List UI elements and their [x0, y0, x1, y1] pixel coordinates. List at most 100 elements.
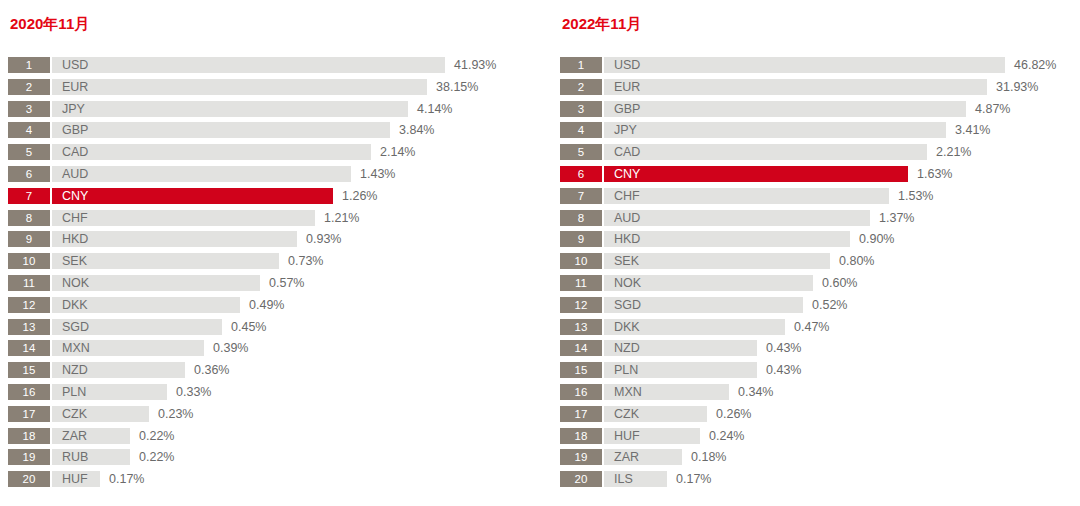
- bar: ZAR: [52, 428, 130, 444]
- bar-row-chf: 8CHF1.21%: [8, 210, 520, 226]
- currency-label: SEK: [52, 254, 87, 268]
- bar: HKD: [604, 231, 850, 247]
- value-label: 0.17%: [676, 472, 711, 486]
- bar-row-sgd: 13SGD0.45%: [8, 319, 520, 335]
- bar: JPY: [52, 101, 408, 117]
- currency-label: NOK: [52, 276, 89, 290]
- bar-row-pln: 15PLN0.43%: [560, 362, 1072, 378]
- bar: HUF: [52, 471, 100, 487]
- value-label: 46.82%: [1014, 58, 1056, 72]
- rank-badge: 14: [560, 340, 602, 356]
- currency-label: HUF: [604, 429, 640, 443]
- bar-row-eur: 2EUR31.93%: [560, 79, 1072, 95]
- bar: CHF: [604, 188, 889, 204]
- bar-row-sek: 10SEK0.73%: [8, 253, 520, 269]
- currency-label: JPY: [604, 123, 637, 137]
- currency-label: ZAR: [52, 429, 87, 443]
- value-label: 0.43%: [766, 363, 801, 377]
- bar-row-usd: 1USD41.93%: [8, 57, 520, 73]
- rank-badge: 8: [8, 210, 50, 226]
- currency-label: MXN: [52, 341, 90, 355]
- bar: CZK: [52, 406, 149, 422]
- value-label: 41.93%: [454, 58, 496, 72]
- bar: AUD: [604, 210, 870, 226]
- value-label: 0.90%: [859, 232, 894, 246]
- value-label: 2.14%: [380, 145, 415, 159]
- rank-badge: 6: [8, 166, 50, 182]
- bar: GBP: [604, 101, 966, 117]
- currency-label: MXN: [604, 385, 642, 399]
- bar: HKD: [52, 231, 297, 247]
- bar-row-aud: 8AUD1.37%: [560, 210, 1072, 226]
- bar: RUB: [52, 449, 130, 465]
- value-label: 0.26%: [716, 407, 751, 421]
- value-label: 0.80%: [839, 254, 874, 268]
- bar-row-nok: 11NOK0.60%: [560, 275, 1072, 291]
- bar-row-hkd: 9HKD0.93%: [8, 231, 520, 247]
- value-label: 0.45%: [231, 320, 266, 334]
- currency-label: HKD: [52, 232, 88, 246]
- currency-label: ILS: [604, 472, 633, 486]
- bar: PLN: [604, 362, 757, 378]
- bar: ILS: [604, 471, 667, 487]
- currency-label: USD: [604, 58, 640, 72]
- bar: CHF: [52, 210, 315, 226]
- value-label: 0.34%: [738, 385, 773, 399]
- rank-badge: 8: [560, 210, 602, 226]
- bar: DKK: [52, 297, 240, 313]
- currency-label: CZK: [52, 407, 87, 421]
- bar-row-pln: 16PLN 0.33%: [8, 384, 520, 400]
- bar-row-cad: 5CAD2.14%: [8, 144, 520, 160]
- bar: AUD: [52, 166, 351, 182]
- bar-row-zar: 19ZAR0.18%: [560, 449, 1072, 465]
- bar-row-czk: 17CZK0.26%: [560, 406, 1072, 422]
- rank-badge: 5: [560, 144, 602, 160]
- value-label: 0.49%: [249, 298, 284, 312]
- value-label: 0.93%: [306, 232, 341, 246]
- value-label: 0.52%: [812, 298, 847, 312]
- currency-label: EUR: [52, 80, 88, 94]
- bar-row-nok: 11NOK0.57%: [8, 275, 520, 291]
- rank-badge: 4: [8, 122, 50, 138]
- currency-label: HKD: [604, 232, 640, 246]
- bar: NZD: [604, 340, 757, 356]
- highlighted-bar: CNY: [604, 166, 908, 182]
- bar: SGD: [604, 297, 803, 313]
- currency-label: GBP: [52, 123, 88, 137]
- rank-badge: 20: [560, 471, 602, 487]
- currency-label: PLN: [52, 385, 86, 399]
- value-label: 0.24%: [709, 429, 744, 443]
- value-label: 1.53%: [898, 189, 933, 203]
- bar: CZK: [604, 406, 707, 422]
- rank-badge: 13: [8, 319, 50, 335]
- bar-row-jpy: 3JPY4.14%: [8, 101, 520, 117]
- currency-label: EUR: [604, 80, 640, 94]
- rank-badge: 16: [560, 384, 602, 400]
- rank-badge: 14: [8, 340, 50, 356]
- rank-badge: 11: [560, 275, 602, 291]
- value-label: 0.33%: [176, 385, 211, 399]
- rank-badge: 1: [560, 57, 602, 73]
- bar: MXN: [604, 384, 729, 400]
- value-label: 0.39%: [213, 341, 248, 355]
- value-label: 31.93%: [996, 80, 1038, 94]
- rank-badge: 19: [560, 449, 602, 465]
- rank-badge: 9: [560, 231, 602, 247]
- currency-label: DKK: [52, 298, 88, 312]
- bar-row-cny: 7CNY1.26%: [8, 188, 520, 204]
- bar: MXN: [52, 340, 204, 356]
- currency-label: PLN: [604, 363, 638, 377]
- bar-row-nzd: 14NZD0.43%: [560, 340, 1072, 356]
- bar: EUR: [52, 79, 427, 95]
- bar-row-sgd: 12SGD0.52%: [560, 297, 1072, 313]
- currency-label: AUD: [604, 211, 640, 225]
- rank-badge: 18: [8, 428, 50, 444]
- value-label: 4.87%: [975, 102, 1010, 116]
- rank-badge: 11: [8, 275, 50, 291]
- bar: USD: [604, 57, 1005, 73]
- bar-row-aud: 6AUD1.43%: [8, 166, 520, 182]
- value-label: 0.22%: [139, 450, 174, 464]
- chart-2020-11: 2020年11月 1USD41.93%2EUR38.15%3JPY4.14%4G…: [8, 14, 520, 487]
- rank-badge: 16: [8, 384, 50, 400]
- rank-badge: 17: [8, 406, 50, 422]
